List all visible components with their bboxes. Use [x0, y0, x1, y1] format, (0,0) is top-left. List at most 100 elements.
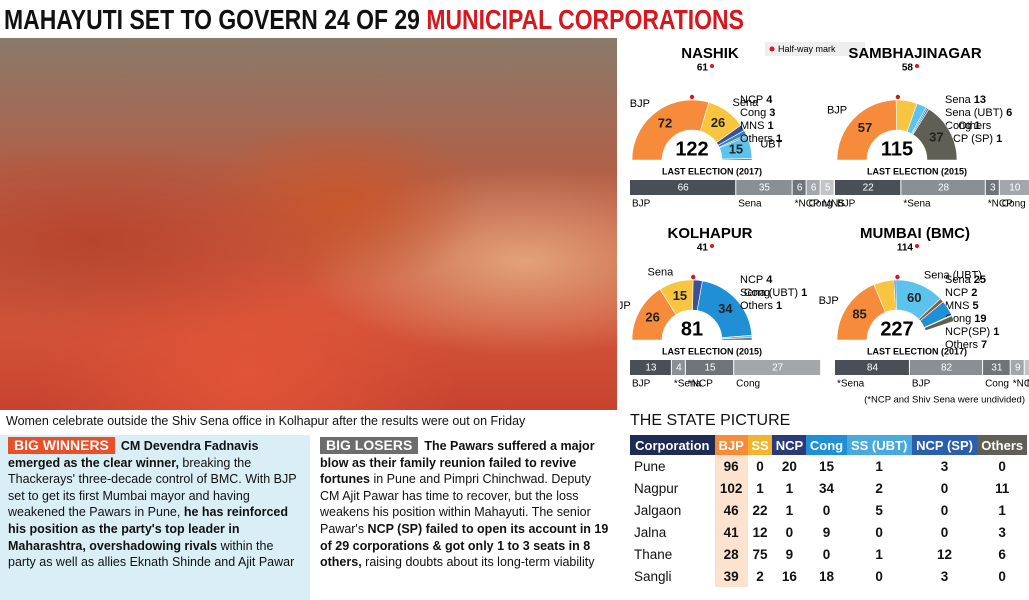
chart-title: KOLHAPUR — [668, 225, 753, 242]
corporation-name: Jalna — [634, 524, 667, 540]
segment-name: Sena — [945, 94, 972, 106]
column-header: Corporation — [630, 435, 715, 455]
table-header-row: Corporation BJP SS NCP Cong SS (UBT) NCP (SP) O… — [630, 435, 1027, 455]
segment-name: NCP — [740, 274, 763, 286]
segment-value: 15 — [729, 142, 743, 157]
segment-value: 34 — [718, 301, 733, 316]
table-row: Jalgaon 46 22 1 0 5 0 1 — [630, 499, 1027, 521]
column-header: NCP — [772, 435, 807, 455]
segment-name: NCP(SP) — [945, 326, 990, 338]
last-election-bar — [1024, 360, 1029, 375]
total-seats: 122 — [675, 138, 708, 160]
segment-name: BJP — [819, 295, 839, 307]
seat-count: 75 — [752, 546, 768, 562]
seat-count: 1 — [785, 480, 794, 496]
seat-count: 2 — [875, 480, 883, 496]
last-election-bar — [909, 360, 983, 375]
footnote: (*NCP and Shiv Sena were undivided) — [864, 395, 1025, 406]
segment-value: 1 — [974, 120, 980, 132]
seat-count: 0 — [940, 480, 949, 496]
segment-name: NCP — [945, 287, 968, 299]
seat-count: 2 — [756, 568, 764, 584]
state-table: Corporation BJP SS NCP Cong SS (UBT) NCP (SP) O… — [630, 435, 1027, 587]
total-seats: 227 — [880, 318, 913, 340]
segment-name: Sena (UBT) — [945, 107, 1003, 119]
segment-name: Others — [740, 300, 774, 312]
last-election-party: Cong — [1002, 199, 1026, 210]
last-election-party: *NCP — [795, 199, 820, 210]
seat-count: 41 — [714, 521, 748, 543]
last-election-party: MNS — [1027, 379, 1029, 390]
segment-value: 5 — [972, 300, 978, 312]
column-header: BJP — [714, 435, 748, 455]
segment-label: Sena (UBT) 6 — [945, 107, 1012, 119]
story-text: raising doubts about its long-term viabi… — [361, 555, 595, 570]
segment-label: NCP 2 — [945, 287, 977, 299]
story-text: NCP (SP) failed to open its account in 1… — [320, 521, 609, 570]
chart-title: SAMBHAJINAGAR — [848, 45, 982, 62]
story-text: breaking the Thackerays' three-decade co… — [8, 455, 297, 520]
seat-count: 9 — [822, 524, 831, 540]
segment-value: 19 — [974, 313, 986, 325]
segment-name: Sena — [733, 97, 760, 109]
story-losers: BIG LOSERS The Pawars suffered a major bl… — [312, 435, 617, 600]
column-header: NCP (SP) — [911, 435, 978, 455]
segment-value: 4 — [766, 274, 773, 286]
headline: MAHAYUTI SET TO GOVERN 24 OF 29 MUNICIPA… — [4, 2, 744, 38]
segment-name: MNS — [740, 120, 764, 132]
last-election-bar — [999, 180, 1029, 195]
segment-value: 72 — [658, 115, 672, 130]
last-election-party: *NCP — [1013, 379, 1029, 390]
segment-name: Others — [958, 120, 992, 132]
majority-dot — [915, 244, 919, 248]
segment-value: 4 — [766, 94, 773, 106]
majority-label: 114 — [897, 243, 914, 254]
segment-name: UBT — [760, 139, 782, 151]
headline-text: MAHAYUTI SET TO GOVERN 24 OF 29 — [4, 4, 420, 35]
last-election-value: 13 — [645, 363, 657, 374]
column-header: SS — [747, 435, 773, 455]
legend-box — [765, 42, 865, 56]
segment-label: NCP 4 — [740, 94, 773, 106]
segment-name: MNS — [945, 300, 969, 312]
segment-value: 60 — [907, 290, 921, 305]
last-election-value: 5 — [825, 183, 831, 194]
story-label: BIG WINNERS — [8, 437, 115, 454]
last-election-bar — [806, 180, 820, 195]
last-election-value: 28 — [938, 183, 950, 194]
segment-label: Others 1 — [740, 300, 782, 312]
seat-segment — [912, 108, 958, 161]
seat-count: 46 — [714, 499, 748, 521]
segment-value: 1 — [996, 133, 1002, 145]
last-election-party: Cong — [736, 379, 760, 390]
story-text: he has reinforced his position as the pa… — [8, 505, 289, 553]
last-election-bar — [835, 180, 901, 195]
seat-count: 3 — [940, 458, 949, 474]
seat-count: 1 — [785, 502, 794, 518]
photo — [0, 38, 617, 410]
legend-dot — [769, 46, 775, 52]
seat-count: 5 — [875, 502, 883, 518]
last-election-value: 22 — [863, 183, 875, 194]
seat-count: 9 — [785, 546, 794, 562]
seat-count: 0 — [940, 524, 949, 540]
segment-label: Others 1 — [740, 133, 782, 145]
segment-value: 15 — [673, 288, 687, 303]
half-way-mark — [895, 94, 901, 100]
seat-segment — [631, 99, 710, 161]
corporation-name: Thane — [634, 546, 673, 562]
last-election-value: 10 — [1009, 183, 1021, 194]
seat-count: 1 — [875, 458, 883, 474]
segment-label: NCP(SP) 1 — [945, 326, 999, 338]
last-election-bar — [736, 180, 792, 195]
last-election-value: 15 — [704, 363, 716, 374]
last-election-bar — [630, 180, 736, 195]
last-election-label: LAST ELECTION (2015) — [662, 346, 762, 356]
last-election-value: 6 — [797, 183, 803, 194]
last-election-value: 3 — [990, 183, 996, 194]
corporation-name: Jalgaon — [634, 502, 682, 518]
last-election-party: *Sena — [903, 199, 931, 210]
last-election-party: BJP — [632, 199, 651, 210]
segment-value: 1 — [767, 120, 773, 132]
story-label: BIG LOSERS — [320, 437, 419, 454]
